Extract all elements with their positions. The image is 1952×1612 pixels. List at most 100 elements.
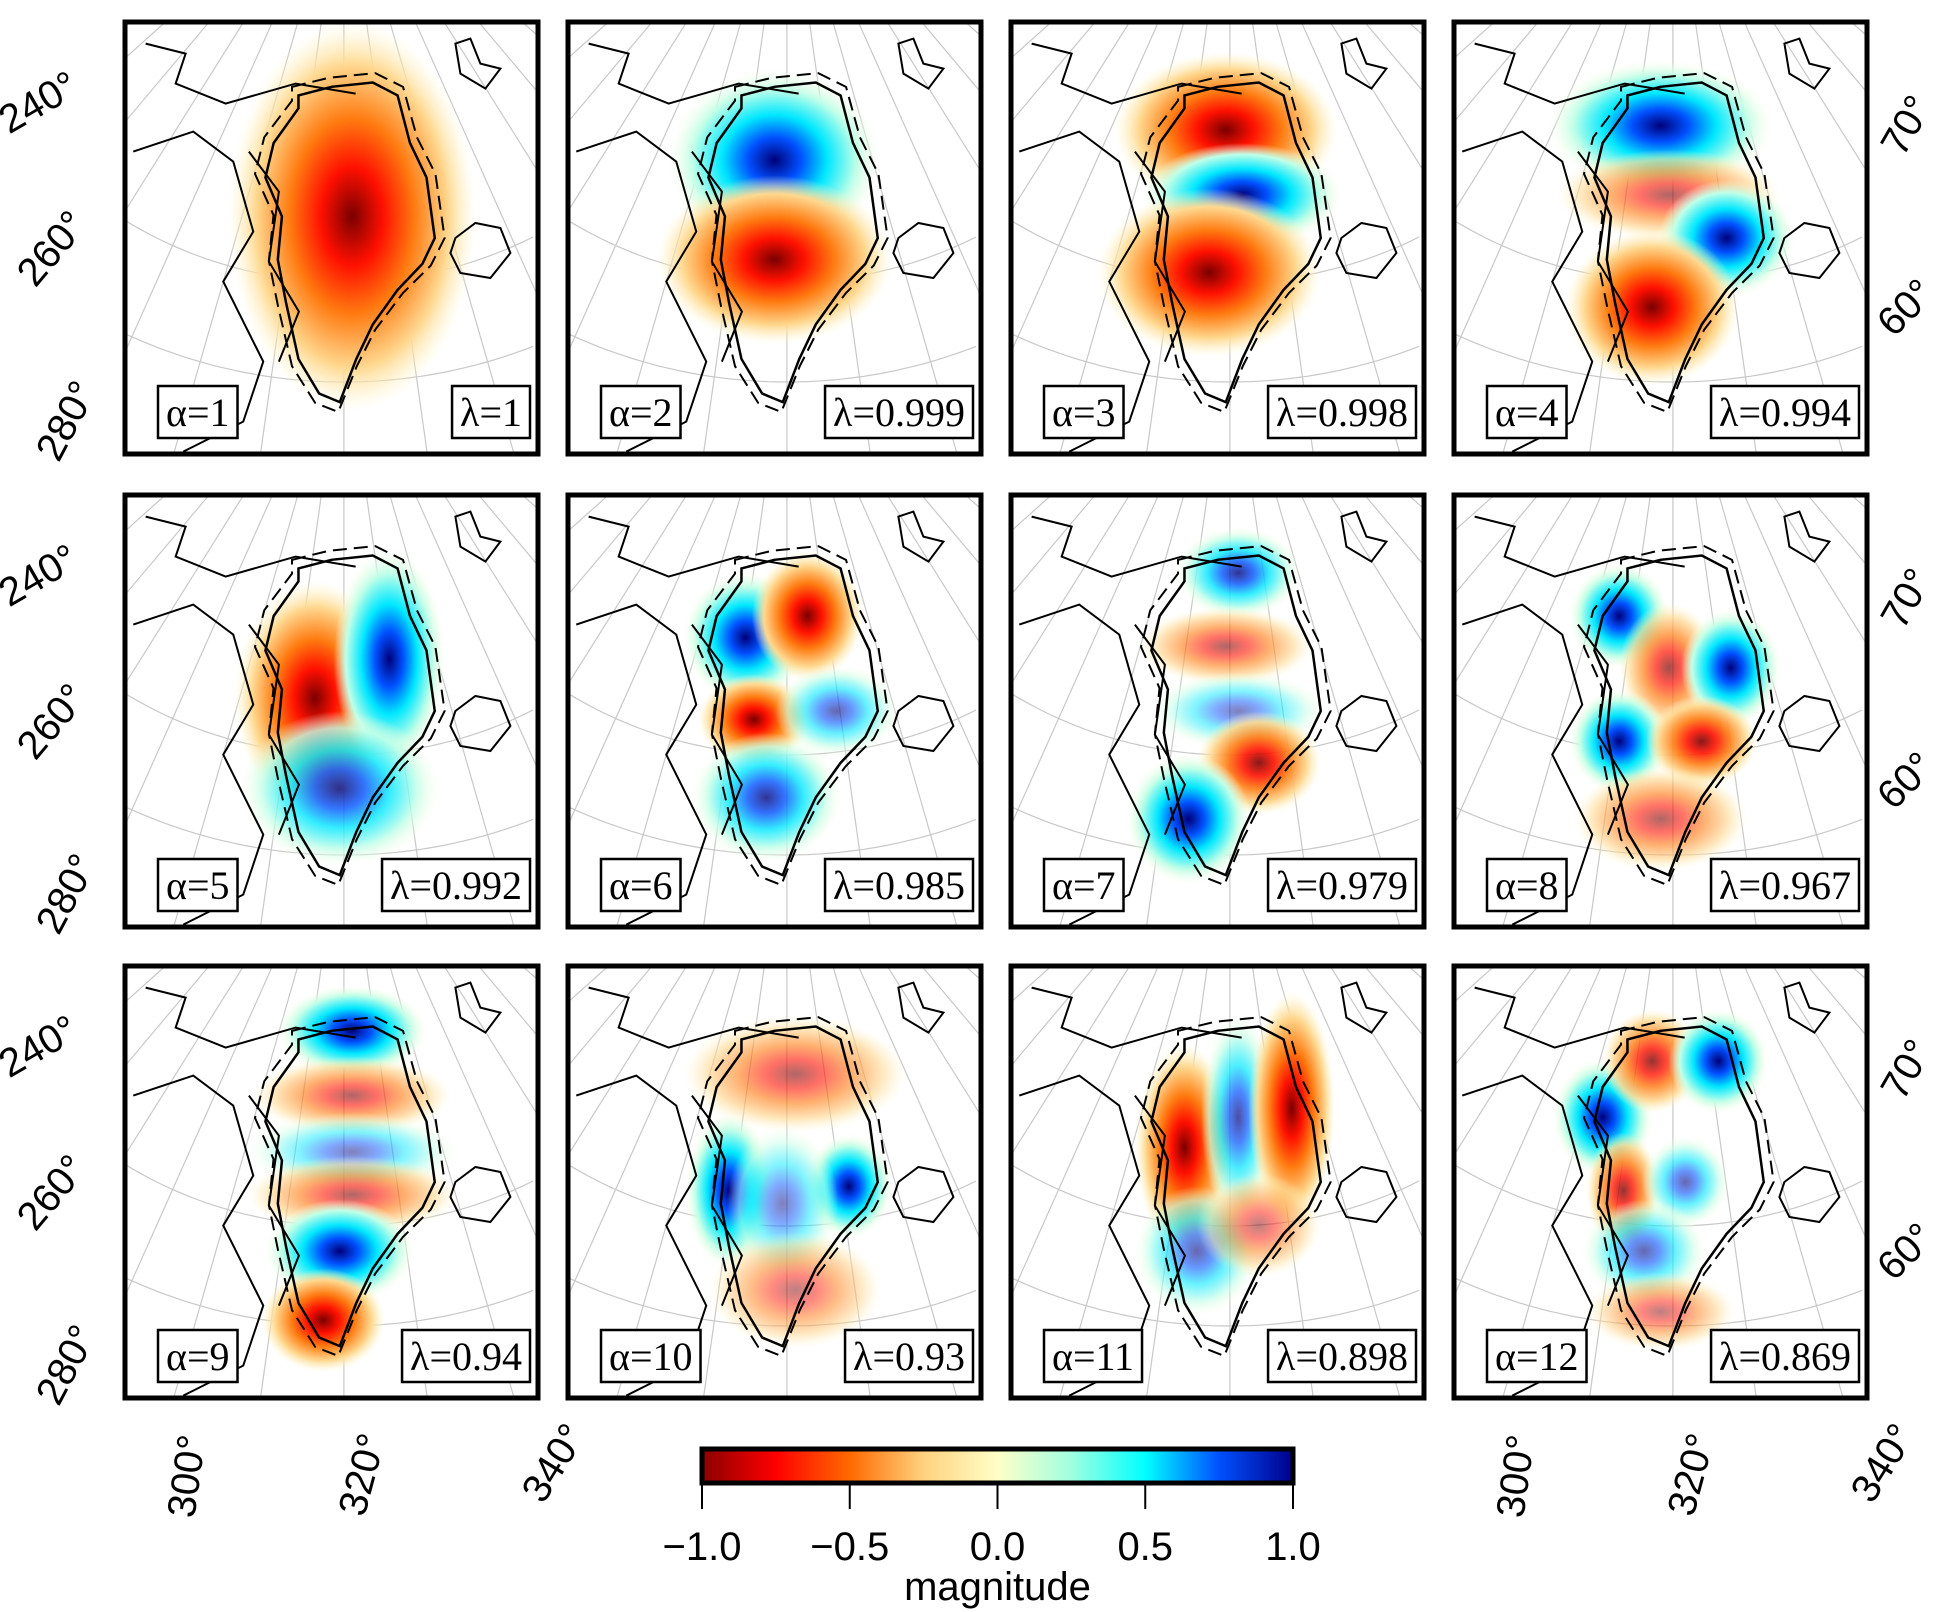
meridian-line <box>1011 495 1052 532</box>
meridian-line <box>1454 966 1574 1156</box>
greenland-coastline <box>1593 1025 1766 1348</box>
negative-anomaly <box>751 551 864 681</box>
lambda-label-box <box>823 384 975 440</box>
alpha-label-box <box>1042 1328 1144 1384</box>
map-panel: α=1 λ=1 <box>122 19 541 457</box>
meridian-line <box>478 495 538 566</box>
meridian-line <box>568 22 688 212</box>
lambda-label: λ=0.994 <box>1719 390 1851 435</box>
map-panel: α=9 λ=0.94 <box>122 963 541 1401</box>
meridian-line <box>886 495 981 645</box>
greenland-coastline <box>264 81 437 404</box>
latitude-label: 60° <box>1869 271 1943 345</box>
longitude-label: 280° <box>28 1318 106 1412</box>
panel-frame <box>122 963 541 1401</box>
canada-coastline <box>132 42 356 453</box>
svalbard-coastline <box>454 981 503 1034</box>
meridian-line <box>1059 495 1185 927</box>
meridian-line <box>1011 495 1096 596</box>
iceland-coastline <box>1778 1165 1841 1224</box>
meridian-line <box>1743 22 1867 297</box>
meridian-line <box>1011 22 1131 212</box>
canada-coastline <box>1461 515 1685 926</box>
greenland-coastline <box>707 81 880 404</box>
lambda-label: λ=0.992 <box>390 863 522 908</box>
svalbard-coastline <box>897 510 946 563</box>
meridian-line <box>1011 495 1159 826</box>
lambda-label: λ=0.94 <box>410 1334 522 1379</box>
canada-coastline <box>132 986 356 1397</box>
alpha-label: α=7 <box>1052 863 1116 908</box>
svalbard-coastline <box>1783 981 1832 1034</box>
alpha-label: α=10 <box>609 1334 693 1379</box>
lambda-label-box <box>400 1328 532 1384</box>
canada-coastline <box>1018 42 1242 453</box>
meridian-line <box>1772 966 1867 1116</box>
panel-frame <box>122 19 541 457</box>
iceland-coastline <box>449 694 512 753</box>
positive-anomaly <box>1176 527 1301 619</box>
colorbar-tick-label: 0.5 <box>1117 1525 1173 1569</box>
meridian-line <box>857 966 981 1241</box>
negative-anomaly <box>656 175 893 344</box>
positive-anomaly <box>1668 1009 1768 1113</box>
alpha-label: α=12 <box>1495 1334 1579 1379</box>
canada-coastline <box>1461 42 1685 453</box>
lambda-label-box <box>380 857 532 913</box>
panel-frame <box>1008 963 1427 1401</box>
region-buffer-outline <box>253 545 446 887</box>
meridian-line <box>1329 495 1424 645</box>
iceland-coastline <box>449 1165 512 1224</box>
iceland-coastline <box>1778 221 1841 280</box>
alpha-label-box <box>1042 384 1125 440</box>
lambda-label-box <box>450 384 532 440</box>
panel-frame <box>1451 19 1870 457</box>
alpha-label: α=5 <box>166 863 230 908</box>
meridian-line <box>1502 966 1628 1398</box>
meridian-line <box>1300 966 1424 1241</box>
alpha-label-box <box>1485 1328 1588 1384</box>
meridian-line <box>125 966 210 1067</box>
region-buffer-outline <box>696 545 889 887</box>
colorbar-title: magnitude <box>904 1565 1091 1609</box>
longitude-label: 320° <box>330 1429 394 1520</box>
meridian-line <box>857 495 981 770</box>
negative-anomaly <box>1646 695 1758 787</box>
panel-frame <box>565 963 984 1401</box>
lambda-label: λ=0.985 <box>833 863 965 908</box>
positive-anomaly <box>277 985 427 1077</box>
alpha-label: α=3 <box>1052 390 1116 435</box>
map-panel: α=3 λ=0.998 <box>1008 19 1427 457</box>
meridian-line <box>1329 22 1424 172</box>
meridian-line <box>1059 966 1185 1398</box>
region-buffer-outline <box>1139 1016 1332 1358</box>
colorbar-tick-label: −1.0 <box>663 1525 742 1569</box>
meridian-line <box>478 966 538 1037</box>
svalbard-coastline <box>897 981 946 1034</box>
meridian-line <box>921 495 981 566</box>
iceland-coastline <box>1335 221 1398 280</box>
meridian-line <box>1364 495 1424 566</box>
alpha-label-box <box>1485 384 1568 440</box>
map-panel: α=4 λ=0.994 <box>1451 19 1870 457</box>
lambda-label: λ=0.979 <box>1276 863 1408 908</box>
svalbard-coastline <box>454 37 503 90</box>
latitude-label: 60° <box>1869 1215 1943 1289</box>
meridian-line <box>832 22 958 454</box>
region-buffer-outline <box>253 1016 446 1358</box>
greenland-coastline <box>1593 554 1766 877</box>
map-panel: α=7 λ=0.979 <box>1008 492 1427 930</box>
region-buffer-outline <box>1139 72 1332 414</box>
meridian-line <box>125 966 245 1156</box>
panel-frame <box>1451 963 1870 1401</box>
lambda-label-box <box>1266 384 1418 440</box>
meridian-line <box>1454 22 1574 212</box>
region-buffer-outline <box>696 1016 889 1358</box>
meridian-line <box>1011 495 1131 685</box>
meridian-line <box>1454 495 1495 532</box>
greenland-coastline <box>1150 554 1323 877</box>
svalbard-coastline <box>1340 37 1389 90</box>
meridian-line <box>1364 966 1424 1037</box>
region-buffer-outline <box>253 72 446 414</box>
